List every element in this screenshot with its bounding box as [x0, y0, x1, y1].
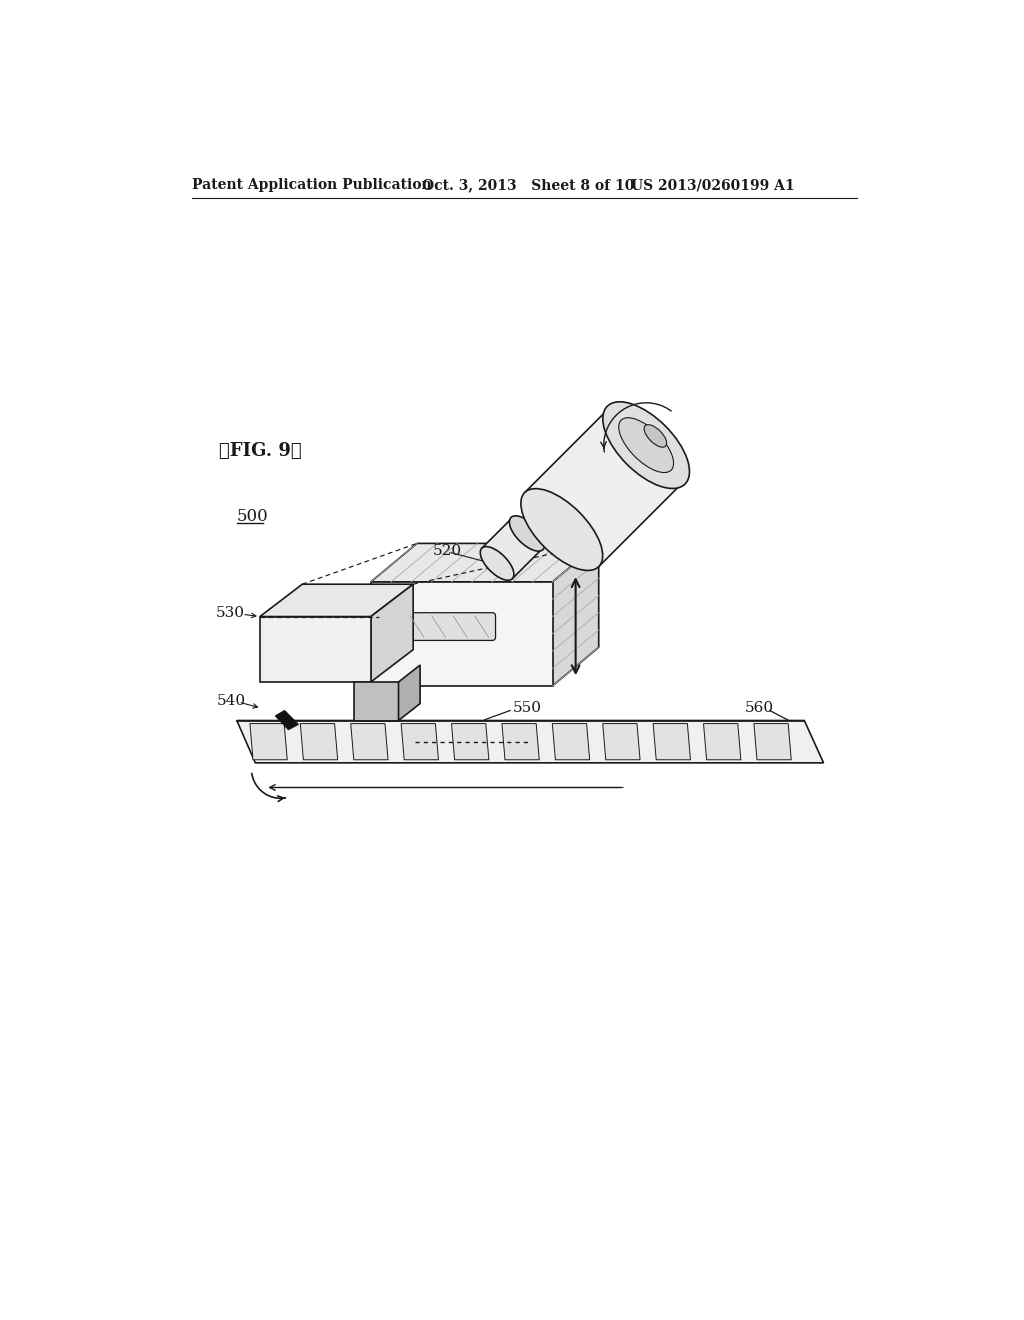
Polygon shape [260, 585, 413, 616]
Text: Patent Application Publication: Patent Application Publication [193, 178, 432, 193]
Polygon shape [653, 723, 690, 760]
Polygon shape [553, 544, 599, 686]
Polygon shape [703, 723, 740, 760]
Polygon shape [552, 723, 590, 760]
Polygon shape [237, 721, 823, 763]
Polygon shape [371, 582, 553, 686]
Polygon shape [371, 544, 599, 582]
Text: US 2013/0260199 A1: US 2013/0260199 A1 [631, 178, 795, 193]
Polygon shape [401, 723, 438, 760]
Text: 500: 500 [237, 508, 268, 525]
Polygon shape [482, 519, 543, 578]
Text: Oct. 3, 2013   Sheet 8 of 10: Oct. 3, 2013 Sheet 8 of 10 [422, 178, 634, 193]
Polygon shape [452, 723, 488, 760]
Text: 540: 540 [217, 694, 246, 709]
Text: 550: 550 [513, 701, 543, 715]
Polygon shape [350, 723, 388, 760]
Polygon shape [398, 665, 420, 721]
Polygon shape [300, 723, 338, 760]
Text: 510: 510 [560, 475, 590, 488]
Polygon shape [502, 723, 540, 760]
Text: 530: 530 [215, 606, 245, 619]
Ellipse shape [618, 417, 674, 473]
Text: 520: 520 [432, 544, 462, 558]
FancyBboxPatch shape [400, 612, 496, 640]
Ellipse shape [509, 516, 545, 552]
Polygon shape [278, 715, 286, 725]
Ellipse shape [644, 425, 667, 447]
Polygon shape [250, 723, 288, 760]
Ellipse shape [521, 488, 603, 570]
Polygon shape [754, 723, 792, 760]
Polygon shape [260, 616, 371, 682]
Ellipse shape [603, 401, 689, 488]
Polygon shape [371, 585, 413, 682]
Text: 560: 560 [745, 701, 774, 715]
Polygon shape [354, 682, 398, 721]
Text: 【FIG. 9】: 【FIG. 9】 [219, 442, 302, 459]
Polygon shape [275, 710, 298, 730]
Ellipse shape [480, 546, 514, 581]
Polygon shape [603, 723, 640, 760]
Polygon shape [524, 408, 683, 566]
